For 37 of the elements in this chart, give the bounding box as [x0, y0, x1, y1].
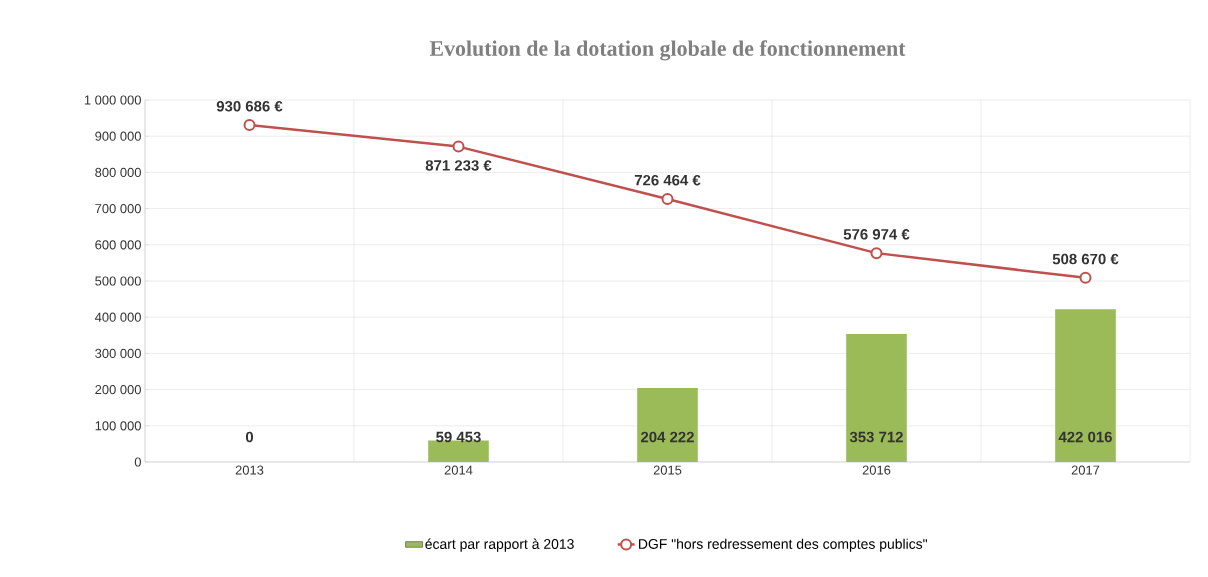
- data-label: 422 016: [1058, 431, 1112, 443]
- data-label: 59 453: [436, 431, 481, 443]
- y-tick-label: 500 000: [95, 276, 141, 286]
- x-tick-label: 2015: [653, 465, 682, 475]
- y-tick-label: 700 000: [95, 204, 141, 214]
- bar: [637, 388, 698, 462]
- data-label: 576 974 €: [843, 229, 910, 240]
- data-label: 871 233 €: [425, 160, 492, 171]
- y-tick-label: 800 000: [95, 167, 141, 177]
- point: [243, 119, 256, 132]
- legend-label: écart par rapport à 2013: [425, 538, 574, 552]
- y-tick-label: 900 000: [95, 131, 141, 141]
- data-label: 353 712: [849, 431, 903, 443]
- bar: [846, 333, 907, 462]
- data-label: 930 686 €: [216, 100, 283, 112]
- data-label: 0: [245, 431, 254, 443]
- bar: [1055, 309, 1116, 462]
- y-tick-label: 600 000: [95, 240, 141, 250]
- y-tick-label: 300 000: [95, 348, 141, 358]
- y-tick-label: 400 000: [94, 312, 141, 322]
- data-label: 726 464 €: [634, 174, 701, 186]
- x-tick-label: 2017: [1071, 465, 1100, 475]
- y-tick-label: 1 000 000: [84, 95, 141, 105]
- legend-label: DGF "hors redressement des comptes publics": [639, 538, 927, 552]
- data-label: 508 670 €: [1052, 253, 1119, 265]
- data-label: 204 222: [641, 431, 694, 443]
- point: [1079, 271, 1092, 284]
- point: [870, 247, 883, 260]
- x-tick-label: 2014: [444, 465, 473, 475]
- point: [661, 193, 674, 206]
- point: [452, 140, 465, 153]
- y-tick-label: 100 000: [95, 421, 141, 431]
- x-tick-label: 2013: [235, 465, 264, 475]
- y-tick-label: 200 000: [95, 385, 141, 395]
- x-tick-label: 2016: [862, 465, 891, 475]
- chart-title: Evolution de la dotation globale de fonctionnement: [429, 40, 906, 61]
- y-tick-label: 0: [134, 457, 141, 467]
